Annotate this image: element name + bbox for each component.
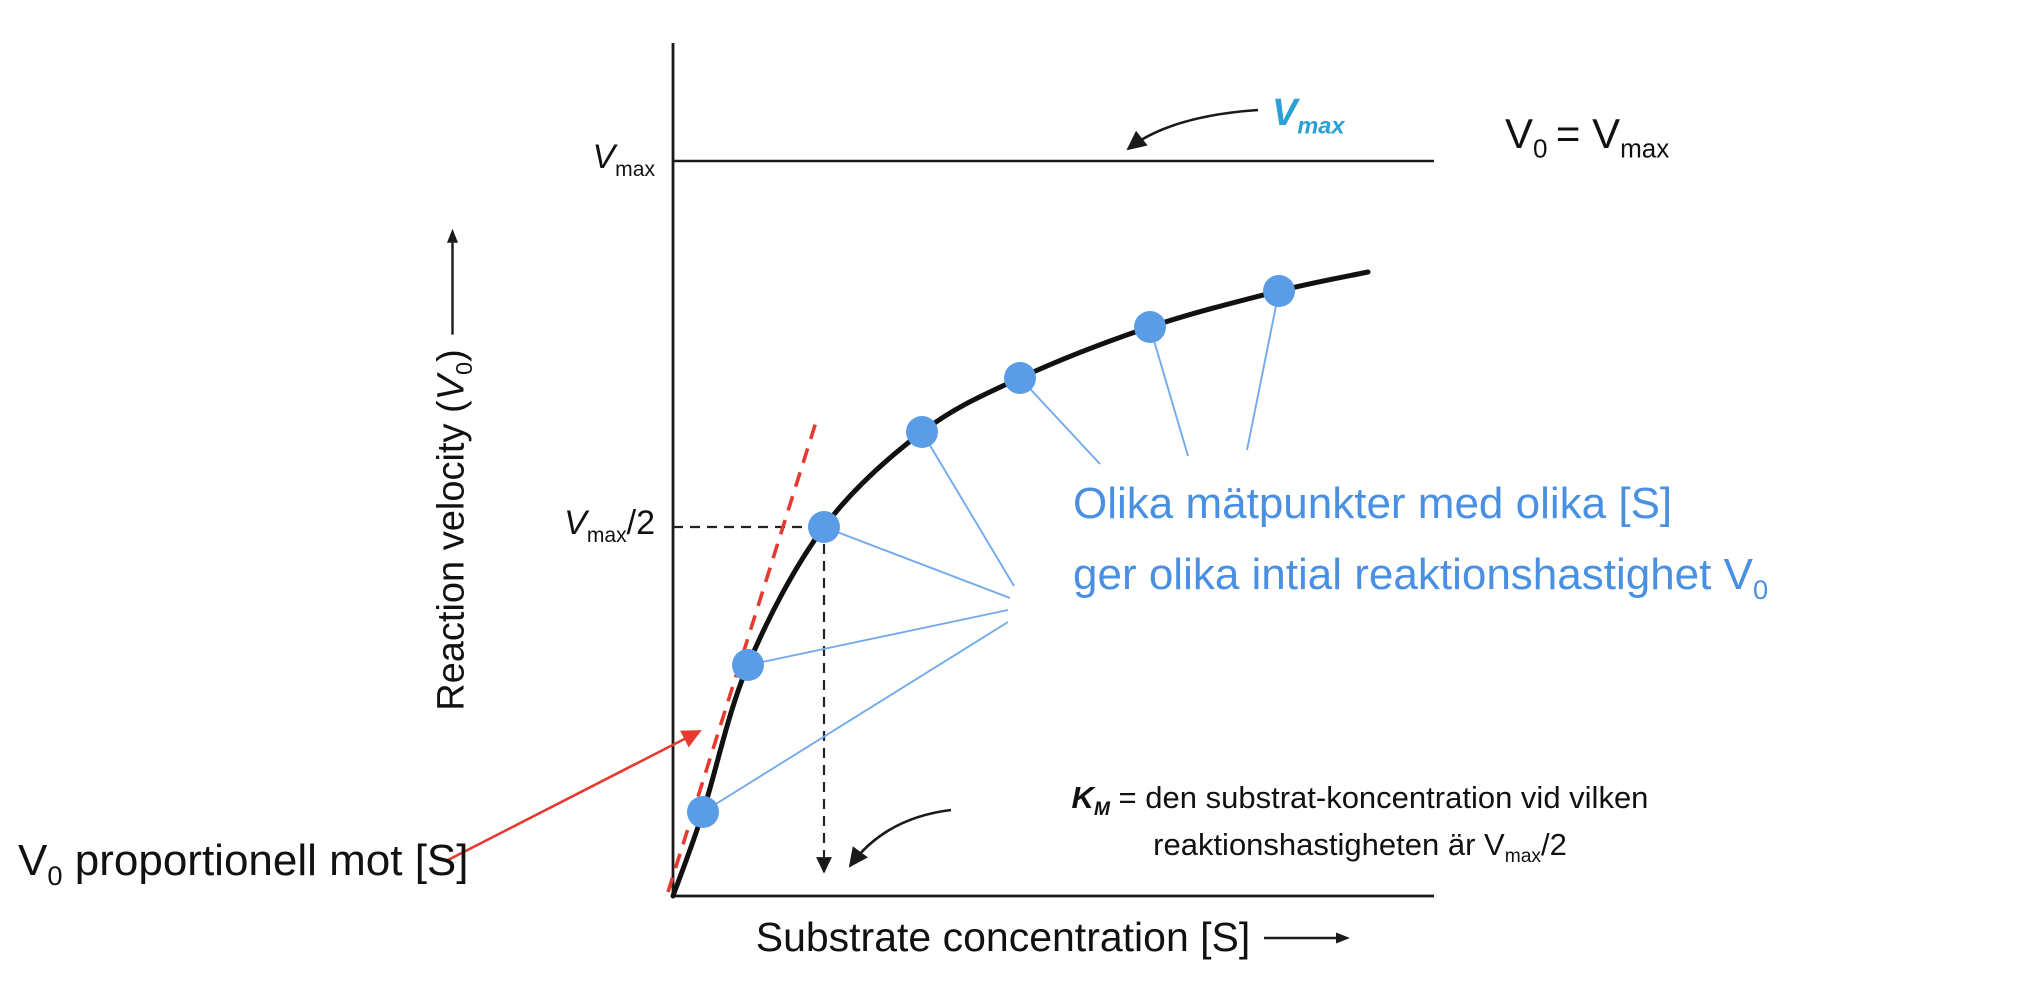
measure-points-line2: ger olika intial reaktionshastighet V0 [1073, 550, 1769, 606]
red-annotation-arrow [447, 729, 702, 862]
y-axis-title: Reaction velocity (V0) [430, 349, 478, 711]
data-point [1263, 275, 1295, 307]
right-arrow-icon [1264, 932, 1351, 943]
km-note-line2: reaktionshastigheten är Vmax/2 [1153, 826, 1567, 867]
v0-proportional-note: V0 proportionell mot [S] [18, 836, 469, 891]
vmax-callout-label: Vmax [1272, 92, 1345, 139]
data-point [1134, 311, 1166, 343]
connector-line [747, 609, 1009, 666]
x-axis-title: Substrate concentration [S] [755, 914, 1251, 960]
y-tick-vmax-half: Vmax/2 [564, 504, 655, 547]
data-points [687, 275, 1295, 828]
km-note: KM = den substrat-koncentration vid vilk… [945, 775, 1775, 868]
x-axis-title-group: Substrate concentration [S] [673, 914, 1435, 961]
v0-equals-vmax-label: V0 = Vmax [1505, 110, 1670, 164]
connector-line [1149, 326, 1189, 457]
measure-points-note: Olika mätpunkter med olika [S] ger olika… [1073, 468, 1768, 611]
data-point [808, 511, 840, 543]
km-callout-arrow [848, 808, 952, 868]
connector-line [702, 621, 1009, 813]
measure-points-line1: Olika mätpunkter med olika [S] [1073, 479, 1673, 528]
vmax-callout-arrow [1126, 108, 1259, 151]
data-point [906, 416, 938, 448]
y-tick-vmax: Vmax [592, 138, 655, 181]
y-axis-title-group: Reaction velocity (V0) [430, 227, 478, 711]
data-point [1004, 362, 1036, 394]
right-arrow-icon [446, 229, 458, 336]
km-note-line1: KM = den substrat-koncentration vid vilk… [945, 775, 1775, 822]
connector-line [823, 526, 1011, 599]
connector-line [1019, 377, 1101, 465]
connector-line [1246, 290, 1280, 451]
connector-lines [702, 290, 1280, 813]
km-line1-rest: = den substrat-koncentration vid vilken [1109, 780, 1649, 815]
data-point [732, 649, 764, 681]
connector-line [921, 431, 1015, 587]
data-point [687, 796, 719, 828]
km-symbol: KM [1071, 780, 1110, 821]
